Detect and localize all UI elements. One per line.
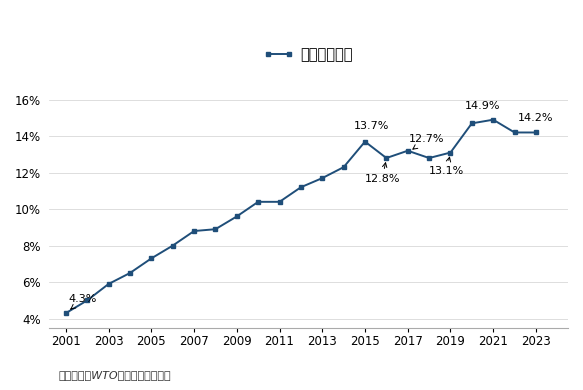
Text: 13.1%: 13.1%	[429, 157, 464, 176]
Text: 13.7%: 13.7%	[354, 121, 389, 131]
Text: 12.7%: 12.7%	[409, 134, 445, 149]
Legend: 中国出口份额: 中国出口份额	[258, 41, 359, 68]
Text: 4.3%: 4.3%	[69, 294, 97, 309]
Text: 资料来源：WTO、粤开证券研究院: 资料来源：WTO、粤开证券研究院	[58, 370, 171, 380]
Text: 12.8%: 12.8%	[364, 163, 400, 184]
Text: 14.2%: 14.2%	[518, 113, 554, 123]
Text: 14.9%: 14.9%	[465, 101, 500, 111]
